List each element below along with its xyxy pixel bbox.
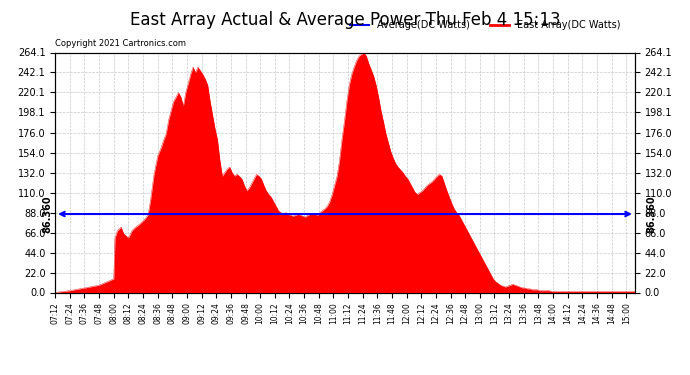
Legend: Average(DC Watts), East Array(DC Watts): Average(DC Watts), East Array(DC Watts) (346, 16, 624, 34)
Text: Copyright 2021 Cartronics.com: Copyright 2021 Cartronics.com (55, 39, 186, 48)
Text: 86.360: 86.360 (43, 195, 52, 233)
Text: 86.360: 86.360 (647, 195, 656, 233)
Text: East Array Actual & Average Power Thu Feb 4 15:13: East Array Actual & Average Power Thu Fe… (130, 11, 560, 29)
